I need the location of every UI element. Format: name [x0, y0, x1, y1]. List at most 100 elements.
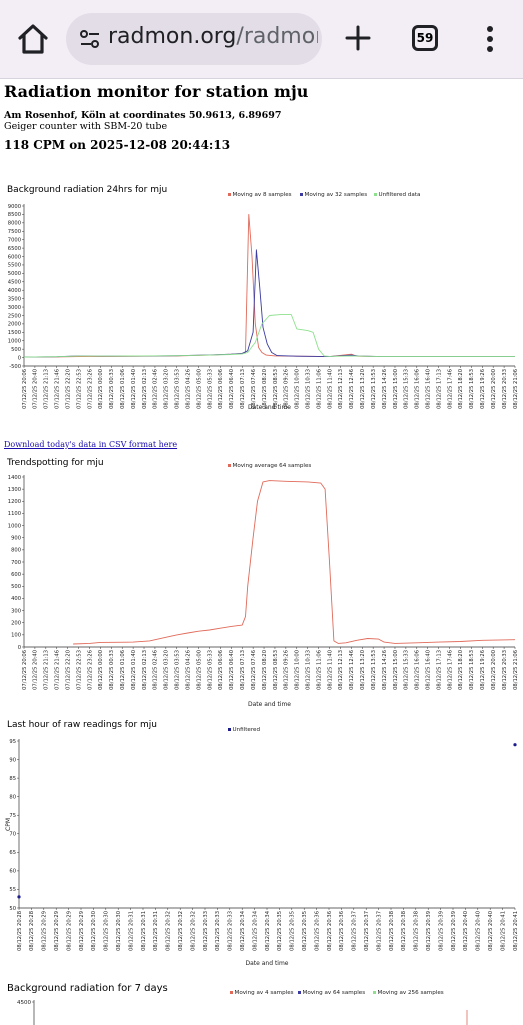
x-tick-label: 07/12/25 20:06: [22, 650, 28, 690]
x-tick-label: 08/12/25 18:53: [469, 369, 475, 409]
y-tick-label: 6000: [8, 254, 21, 260]
x-tick-label: 08/12/25 20:00: [491, 369, 497, 409]
x-tick-label: 08/12/25 11:06: [316, 650, 322, 690]
legend-label: Moving av 64 samples: [303, 990, 366, 996]
x-tick-label: 08/12/25 08:53: [273, 369, 279, 409]
chart-title-trend: Trendspotting for mju: [7, 458, 104, 468]
x-tick-label: 08/12/25 13:20: [360, 650, 366, 690]
legend-swatch: [300, 193, 303, 196]
x-tick-label: 08/12/25 20:35: [277, 911, 283, 951]
x-tick-label: 07/12/25 22:53: [76, 650, 82, 690]
address-bar[interactable]: [66, 13, 322, 65]
x-tick-label: 08/12/25 20:33: [203, 911, 209, 951]
new-tab-icon[interactable]: [344, 24, 372, 52]
x-tick-label: 08/12/25 20:37: [376, 911, 382, 951]
x-tick-label: 08/12/25 20:31: [153, 911, 159, 951]
y-tick-label: 2000: [8, 322, 21, 328]
x-tick-label: 08/12/25 17:46: [447, 650, 453, 690]
x-tick-label: 08/12/25 20:30: [104, 911, 110, 951]
more-options-icon[interactable]: [482, 24, 498, 54]
x-tick-label: 07/12/25 21:13: [44, 369, 50, 409]
x-tick-label: 08/12/25 20:31: [141, 911, 147, 951]
csv-download-link[interactable]: Download today's data in CSV format here: [4, 440, 178, 449]
x-tick-label: 08/12/25 03:53: [175, 650, 181, 690]
x-tick-label: 07/12/25 22:20: [65, 369, 71, 409]
y-tick-label: 300: [11, 608, 21, 614]
x-tick-label: 08/12/25 20:36: [314, 911, 320, 951]
browser-toolbar: radmon.org/radmon. 59: [0, 0, 523, 79]
x-tick-label: 08/12/25 13:20: [360, 369, 366, 409]
x-tick-label: 08/12/25 10:33: [305, 369, 311, 409]
x-axis-label: Date and time: [248, 404, 291, 411]
x-tick-label: 08/12/25 20:35: [290, 911, 296, 951]
chart-title-last-hour: Last hour of raw readings for mju: [7, 720, 157, 730]
legend-label: Moving average 64 samples: [233, 463, 312, 469]
home-icon[interactable]: [16, 22, 50, 56]
y-tick-label: 800: [11, 548, 21, 554]
x-tick-label: 08/12/25 08:53: [273, 650, 279, 690]
x-tick-label: 08/12/25 20:29: [42, 911, 48, 951]
x-tick-label: 08/12/25 02:13: [142, 369, 148, 409]
y-tick-label: 1500: [8, 330, 21, 336]
y-tick-label: 8500: [8, 212, 21, 218]
x-tick-label: 08/12/25 07:13: [240, 369, 246, 409]
x-tick-label: 08/12/25 20:38: [414, 911, 420, 951]
y-tick-label: 1100: [8, 511, 21, 517]
tab-switcher-button[interactable]: 59: [412, 25, 438, 51]
x-tick-label: 08/12/25 20:39: [451, 911, 457, 951]
page-title: Radiation monitor for station mju: [4, 82, 309, 101]
x-tick-label: 08/12/25 20:35: [302, 911, 308, 951]
x-axis-label: Date and time: [248, 701, 291, 708]
x-tick-label: 08/12/25 11:06: [316, 369, 322, 409]
x-tick-label: 08/12/25 11:40: [327, 650, 333, 690]
y-tick-label: 50: [9, 906, 16, 912]
y-tick-label: 100: [11, 633, 21, 639]
x-tick-label: 08/12/25 20:00: [491, 650, 497, 690]
x-tick-label: 08/12/25 20:33: [215, 911, 221, 951]
x-tick-label: 08/12/25 10:33: [305, 650, 311, 690]
legend-label: Moving av 256 samples: [378, 990, 444, 996]
x-tick-label: 08/12/25 15:00: [393, 650, 399, 690]
x-tick-label: 08/12/25 16:40: [426, 650, 432, 690]
x-tick-label: 08/12/25 21:06: [513, 650, 519, 690]
legend-swatch: [230, 991, 233, 994]
y-tick-label: 200: [11, 621, 21, 627]
y-tick-label: 2500: [8, 313, 21, 319]
x-tick-label: 08/12/25 20:34: [265, 910, 271, 951]
x-tick-label: 08/12/25 09:26: [284, 369, 290, 409]
x-tick-label: 08/12/25 20:28: [17, 911, 23, 951]
x-tick-label: 08/12/25 08:20: [262, 369, 268, 409]
y-tick-label: 1400: [8, 475, 21, 481]
site-settings-icon[interactable]: [78, 27, 102, 51]
x-tick-label: 07/12/25 20:06: [22, 369, 28, 409]
x-tick-label: 08/12/25 20:40: [488, 911, 494, 951]
x-tick-label: 08/12/25 03:20: [164, 650, 170, 690]
x-axis-label: Date and time: [246, 960, 289, 967]
x-tick-label: 08/12/25 02:46: [153, 650, 159, 690]
x-tick-label: 08/12/25 20:39: [438, 911, 444, 951]
y-tick-label: -500: [9, 364, 21, 370]
x-tick-label: 08/12/25 15:33: [404, 650, 410, 690]
x-tick-label: 08/12/25 06:06: [218, 650, 224, 690]
y-tick-label: 75: [9, 813, 16, 819]
x-tick-label: 08/12/25 20:40: [463, 911, 469, 951]
series-line: [23, 249, 515, 358]
y-tick-label: 4500: [8, 280, 21, 286]
y-tick-label: 500: [11, 347, 21, 353]
y-tick-label: 700: [11, 560, 21, 566]
y-tick-label: 1200: [8, 499, 21, 505]
x-tick-label: 08/12/25 10:00: [295, 369, 301, 409]
url-text[interactable]: radmon.org/radmon.: [108, 24, 318, 49]
legend-swatch: [298, 991, 301, 994]
x-tick-label: 08/12/25 20:36: [339, 911, 345, 951]
x-tick-label: 08/12/25 10:00: [295, 650, 301, 690]
x-tick-label: 08/12/25 20:29: [66, 911, 72, 951]
x-tick-label: 08/12/25 05:00: [196, 650, 202, 690]
y-tick-label: 0: [18, 645, 21, 651]
legend-label: Moving av 4 samples: [235, 990, 294, 996]
y-tick-label: 90: [9, 757, 16, 763]
y-tick-label: 400: [11, 596, 21, 602]
x-tick-label: 08/12/25 01:06: [120, 650, 126, 690]
x-tick-label: 08/12/25 20:30: [91, 911, 97, 951]
